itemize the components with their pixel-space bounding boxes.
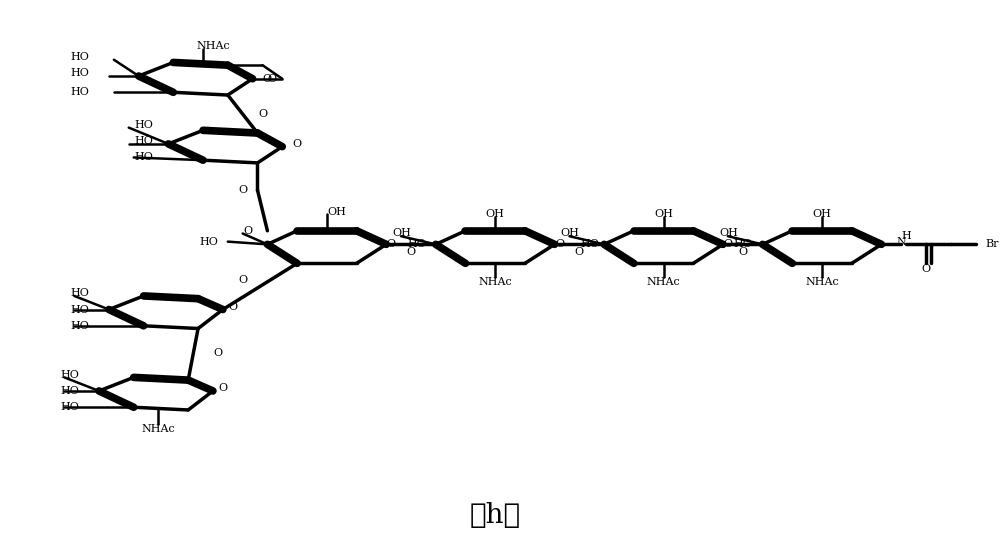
Text: HO: HO	[60, 370, 79, 380]
Text: HO: HO	[70, 305, 89, 314]
Text: O: O	[228, 302, 237, 312]
Text: OH: OH	[813, 210, 831, 219]
Text: O: O	[555, 239, 564, 249]
Text: O: O	[268, 74, 277, 84]
Text: NHAc: NHAc	[478, 277, 512, 287]
Text: HO: HO	[60, 386, 79, 396]
Text: HO: HO	[135, 120, 154, 130]
Text: O: O	[723, 239, 732, 249]
Text: OH: OH	[392, 229, 411, 238]
Text: NHAc: NHAc	[196, 41, 230, 51]
Text: HO: HO	[70, 52, 89, 62]
Text: NHAc: NHAc	[647, 277, 680, 287]
Text: O: O	[243, 226, 252, 236]
Text: O: O	[387, 239, 396, 249]
Text: O: O	[921, 264, 931, 274]
Text: O: O	[213, 348, 222, 358]
Text: O: O	[738, 248, 747, 257]
Text: N: N	[896, 237, 906, 247]
Text: NHAc: NHAc	[805, 277, 839, 287]
Text: HO: HO	[407, 239, 426, 249]
Text: HO: HO	[734, 239, 753, 249]
Text: （h）: （h）	[470, 502, 521, 529]
Text: OH: OH	[719, 229, 738, 238]
Text: O: O	[263, 74, 272, 84]
Text: O: O	[258, 109, 267, 119]
Text: O: O	[218, 383, 227, 393]
Text: HO: HO	[60, 402, 79, 412]
Text: OH: OH	[327, 207, 346, 217]
Text: OH: OH	[654, 210, 673, 219]
Text: O: O	[406, 248, 416, 257]
Text: O: O	[293, 139, 302, 149]
Text: O: O	[575, 248, 584, 257]
Text: HO: HO	[580, 239, 599, 249]
Text: OH: OH	[560, 229, 579, 238]
Text: HO: HO	[70, 288, 89, 298]
Text: Br: Br	[985, 239, 999, 249]
Text: O: O	[238, 185, 247, 195]
Text: NHAc: NHAc	[142, 424, 175, 434]
Text: HO: HO	[135, 136, 154, 146]
Text: H: H	[901, 231, 911, 241]
Text: HO: HO	[70, 87, 89, 97]
Text: OH: OH	[486, 210, 505, 219]
Text: HO: HO	[135, 153, 154, 162]
Text: HO: HO	[199, 237, 218, 247]
Text: HO: HO	[70, 68, 89, 78]
Text: HO: HO	[70, 321, 89, 331]
Text: O: O	[238, 275, 247, 285]
